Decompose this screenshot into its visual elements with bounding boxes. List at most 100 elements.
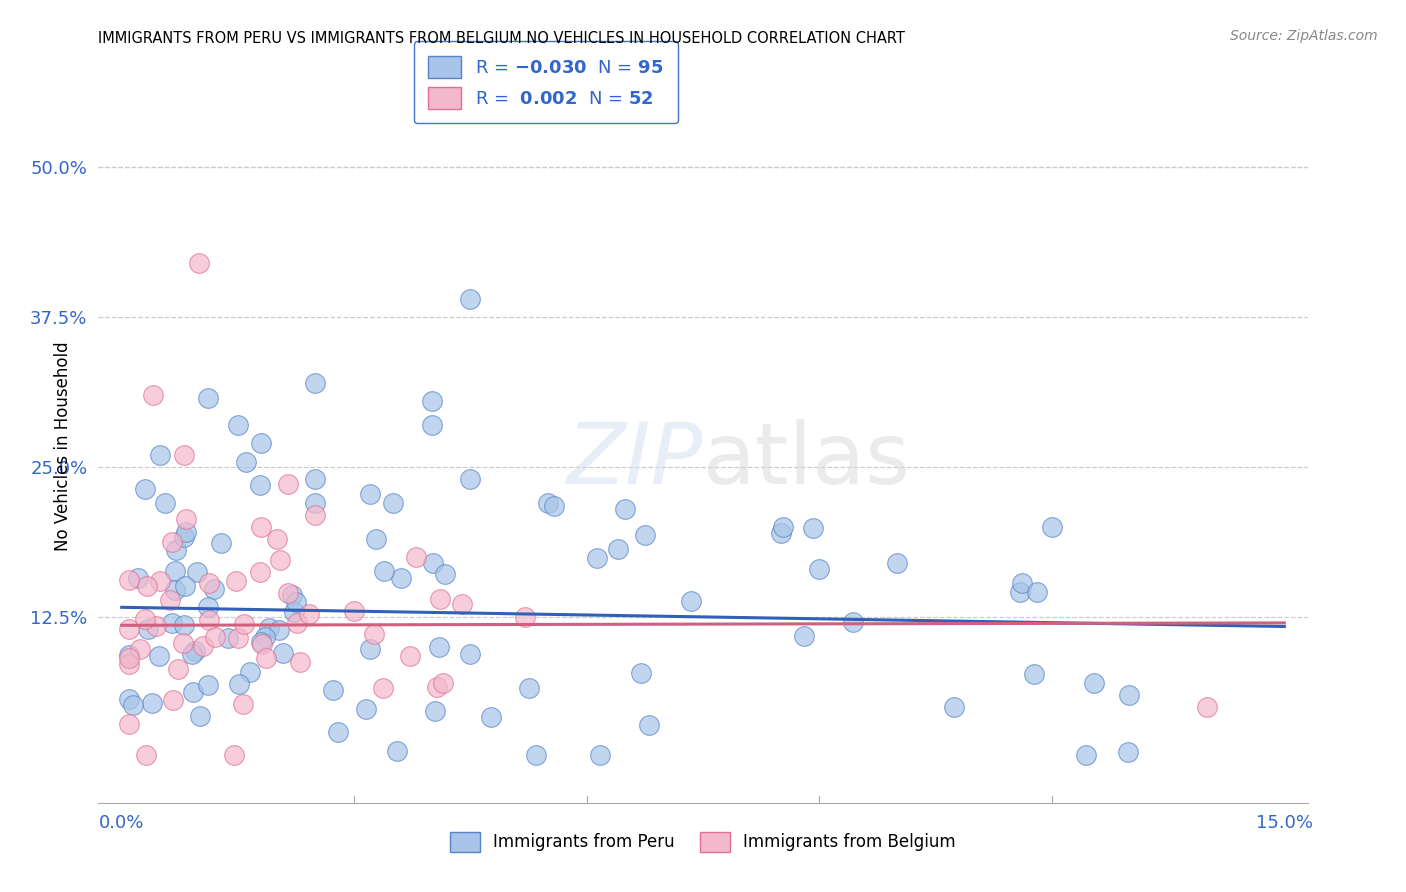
Point (281, 589, 304, 603)
Point (254, 630, 277, 644)
Point (285, 615, 308, 630)
Point (136, 579, 159, 593)
Point (180, 647, 202, 661)
Point (249, 477, 271, 491)
Point (298, 607, 321, 622)
Point (1011, 575, 1033, 590)
Point (1116, 746, 1139, 760)
Legend: Immigrants from Peru, Immigrants from Belgium: Immigrants from Peru, Immigrants from Be… (443, 825, 963, 859)
Point (304, 376, 326, 390)
Point (585, 551, 607, 566)
Point (343, 604, 366, 618)
Point (118, 574, 141, 588)
Point (118, 692, 141, 706)
Point (371, 681, 394, 695)
Point (681, 593, 703, 607)
Point (420, 417, 443, 432)
Point (359, 487, 381, 501)
Point (197, 600, 219, 615)
Point (304, 472, 326, 486)
Point (118, 657, 141, 671)
Point (886, 556, 908, 570)
Point (513, 610, 536, 624)
Point (202, 582, 225, 596)
Point (427, 640, 450, 654)
Point (145, 619, 167, 633)
Point (267, 624, 290, 638)
Point (197, 576, 219, 591)
Point (239, 665, 262, 679)
Point (225, 574, 247, 588)
Point (432, 675, 454, 690)
Point (118, 717, 141, 731)
Point (1076, 747, 1098, 762)
Point (1025, 585, 1047, 599)
Point (149, 574, 172, 589)
Point (254, 651, 277, 665)
Point (399, 649, 422, 664)
Point (354, 702, 377, 716)
Point (197, 613, 219, 627)
Point (458, 648, 481, 662)
Point (389, 571, 412, 585)
Point (226, 631, 249, 645)
Point (186, 565, 208, 579)
Point (288, 655, 311, 669)
Text: atlas: atlas (703, 418, 911, 502)
Point (630, 665, 652, 680)
Point (197, 392, 219, 406)
Point (524, 747, 547, 762)
Point (232, 617, 254, 632)
Point (451, 597, 474, 611)
Point (118, 651, 141, 665)
Point (405, 549, 427, 564)
Point (134, 482, 156, 496)
Point (173, 617, 195, 632)
Point (160, 534, 183, 549)
Point (277, 585, 299, 599)
Point (425, 705, 447, 719)
Point (460, 292, 482, 306)
Text: IMMIGRANTS FROM PERU VS IMMIGRANTS FROM BELGIUM NO VEHICLES IN HOUSEHOLD CORRELA: IMMIGRANTS FROM PERU VS IMMIGRANTS FROM … (98, 31, 905, 46)
Point (769, 525, 792, 540)
Point (426, 680, 449, 694)
Point (422, 556, 444, 570)
Point (165, 583, 187, 598)
Point (174, 512, 197, 526)
Point (135, 747, 157, 762)
Point (209, 536, 232, 550)
Point (127, 571, 149, 585)
Point (165, 543, 187, 558)
Point (266, 532, 288, 546)
Point (176, 524, 198, 539)
Point (808, 562, 831, 576)
Point (149, 448, 172, 462)
Point (136, 622, 159, 636)
Point (434, 566, 457, 581)
Point (235, 455, 257, 469)
Point (184, 644, 207, 658)
Point (250, 637, 273, 651)
Text: No Vehicles in Household: No Vehicles in Household (55, 341, 72, 551)
Text: ZIP: ZIP (567, 418, 703, 502)
Point (173, 530, 195, 544)
Point (155, 496, 177, 510)
Point (517, 681, 540, 695)
Point (328, 724, 350, 739)
Point (259, 622, 281, 636)
Point (304, 508, 326, 522)
Point (607, 541, 630, 556)
Point (588, 747, 610, 762)
Point (381, 496, 404, 510)
Point (134, 612, 156, 626)
Point (1118, 688, 1140, 702)
Point (249, 635, 271, 649)
Point (429, 591, 451, 606)
Point (232, 697, 254, 711)
Point (118, 648, 141, 663)
Point (142, 388, 165, 402)
Point (363, 626, 385, 640)
Point (222, 747, 245, 762)
Point (634, 528, 657, 542)
Point (148, 649, 170, 664)
